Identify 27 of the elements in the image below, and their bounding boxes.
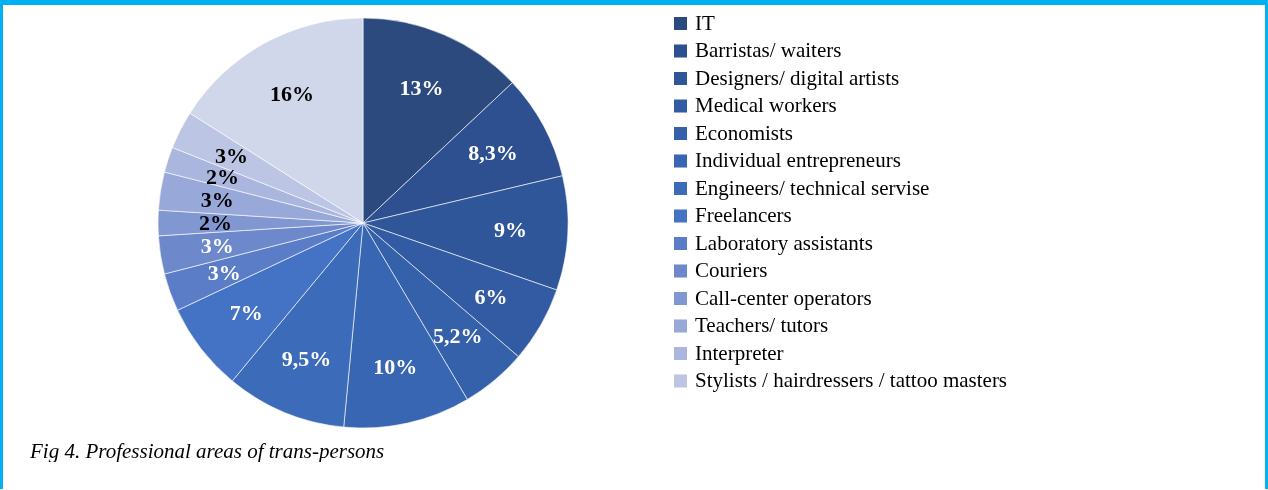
data-label: 13% bbox=[399, 74, 444, 100]
data-label: 2% bbox=[198, 210, 232, 235]
data-label: 9% bbox=[493, 217, 527, 243]
legend-label: Freelancers bbox=[695, 203, 792, 227]
legend-label: Stylists / hairdressers / tattoo masters bbox=[695, 368, 1008, 392]
data-label: 10% bbox=[373, 354, 418, 380]
legend-label: Medical workers bbox=[695, 93, 837, 117]
legend-label: Barristas/ waiters bbox=[695, 38, 842, 62]
data-label: 8,3% bbox=[468, 140, 518, 166]
data-label: 3% bbox=[207, 260, 241, 285]
data-label: 7% bbox=[229, 300, 263, 326]
legend-label: Laboratory assistants bbox=[695, 230, 873, 255]
data-label: 6% bbox=[474, 283, 508, 309]
text: Fig 4. Professional areas of trans-persons bbox=[29, 439, 385, 463]
data-label: 5,2% bbox=[433, 323, 483, 349]
legend-label: Individual entrepreneurs bbox=[695, 148, 901, 172]
legend-label: Couriers bbox=[695, 258, 768, 282]
legend-label: Economists bbox=[695, 120, 793, 145]
legend-label: Teachers/ tutors bbox=[695, 313, 829, 337]
data-label: 9,5% bbox=[281, 346, 332, 372]
legend-label: IT bbox=[695, 10, 715, 35]
legend-label: Engineers/ technical servise bbox=[695, 175, 930, 200]
legend-label: Interpreter bbox=[695, 340, 784, 365]
legend-label: Call-center operators bbox=[695, 285, 872, 310]
data-label: 16% bbox=[269, 80, 314, 106]
legend-label: Designers/ digital artists bbox=[695, 65, 900, 90]
data-label: 3% bbox=[200, 233, 234, 259]
